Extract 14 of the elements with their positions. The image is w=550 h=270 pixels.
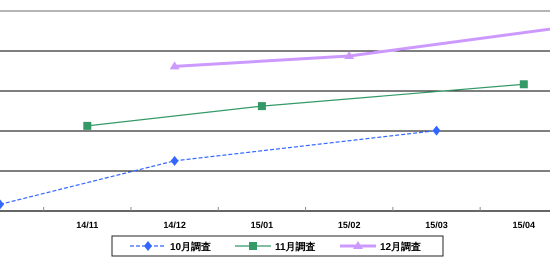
legend-label: 12月調査	[380, 241, 422, 253]
x-tick-label: 15/04	[512, 220, 536, 230]
legend-label: 11月調査	[275, 241, 316, 253]
legend-label: 10月調査	[170, 241, 212, 253]
point	[258, 102, 266, 110]
x-tick-label: 15/02	[338, 220, 360, 230]
point	[83, 122, 92, 130]
x-tick-label: 14/11	[76, 220, 98, 230]
point	[520, 80, 528, 88]
x-tick-label: 15/03	[425, 220, 448, 230]
x-tick-label: 15/01	[250, 220, 274, 230]
point	[170, 156, 179, 166]
point	[432, 126, 440, 136]
x-tick-label: 14/12	[163, 220, 186, 230]
